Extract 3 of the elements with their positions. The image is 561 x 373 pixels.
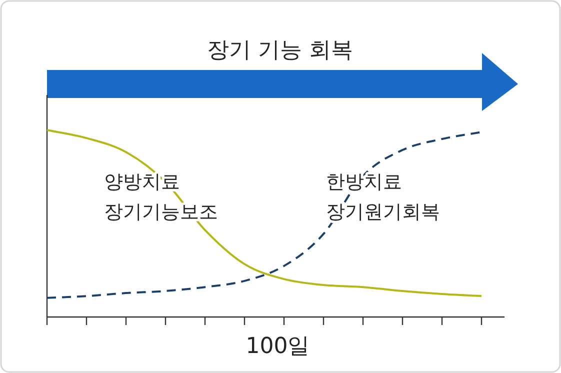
chart-title: 장기 기능 회복 — [207, 38, 353, 63]
text: 100일 — [246, 334, 310, 359]
series-label: 한방치료 장기원기회복 — [326, 171, 440, 223]
